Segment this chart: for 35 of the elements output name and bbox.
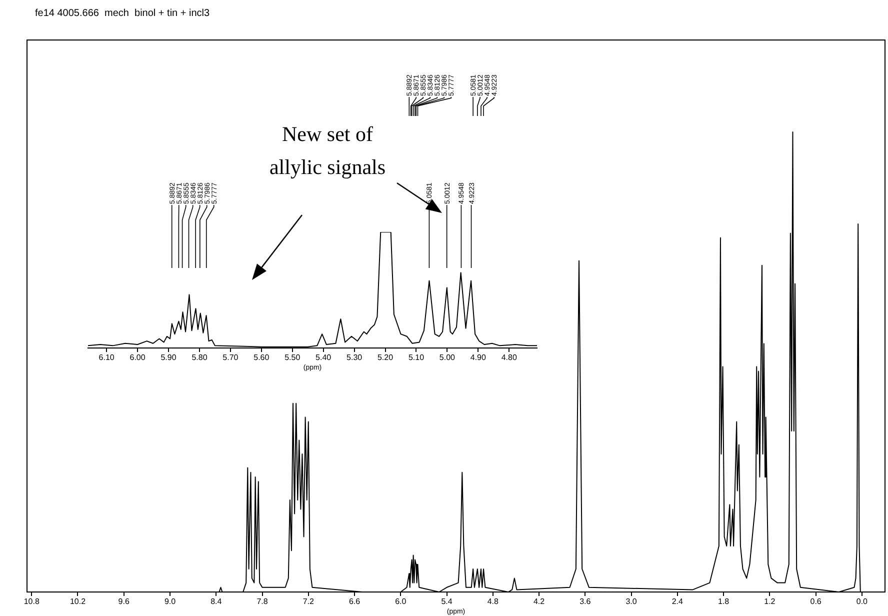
x-tick-label: 10.2	[70, 597, 86, 606]
x-tick-label: 4.90	[470, 353, 486, 362]
x-tick-label: 5.00	[439, 353, 456, 362]
x-tick-label: 8.4	[210, 597, 222, 606]
x-tick-label: 2.4	[672, 597, 684, 606]
x-tick-label: 6.00	[130, 353, 146, 362]
chart-title: fe14 4005.666 mech binol + tin + incl3	[35, 8, 210, 19]
x-tick-label: 4.2	[533, 597, 546, 606]
x-tick-label: 4.8	[487, 597, 500, 606]
x-tick-label: 5.20	[377, 353, 394, 362]
x-tick-label: 0.0	[856, 597, 868, 606]
annotation: New set of allylic signals	[268, 121, 387, 181]
x-tick-label: 5.60	[254, 353, 270, 362]
x-tick-label: 5.30	[346, 353, 363, 362]
x-tick-label: 7.8	[256, 597, 268, 606]
x-tick-label: 5.50	[284, 353, 301, 362]
x-tick-label: 9.0	[164, 597, 176, 606]
x-tick-label: 5.90	[160, 353, 177, 362]
x-tick-label: 5.70	[222, 353, 239, 362]
x-tick-label: 5.4	[441, 597, 453, 606]
x-tick-label: 6.0	[395, 597, 407, 606]
x-tick-label: 1.8	[718, 597, 730, 606]
x-tick-label: 5.80	[192, 353, 208, 362]
x-tick-label: 9.6	[118, 597, 130, 606]
x-tick-label: 7.2	[302, 597, 314, 606]
x-tick-label: 0.6	[810, 597, 822, 606]
x-tick-label: 4.80	[501, 353, 518, 362]
x-tick-label: 6.10	[98, 353, 115, 362]
x-tick-label: 3.0	[626, 597, 638, 606]
x-tick-label: 10.8	[24, 597, 40, 606]
x-tick-label: 5.40	[316, 353, 332, 362]
x-tick-label: 6.6	[348, 597, 361, 606]
x-tick-label: 3.6	[580, 597, 592, 606]
x-tick-label: 1.2	[764, 597, 776, 606]
x-tick-label: 5.10	[408, 353, 425, 362]
